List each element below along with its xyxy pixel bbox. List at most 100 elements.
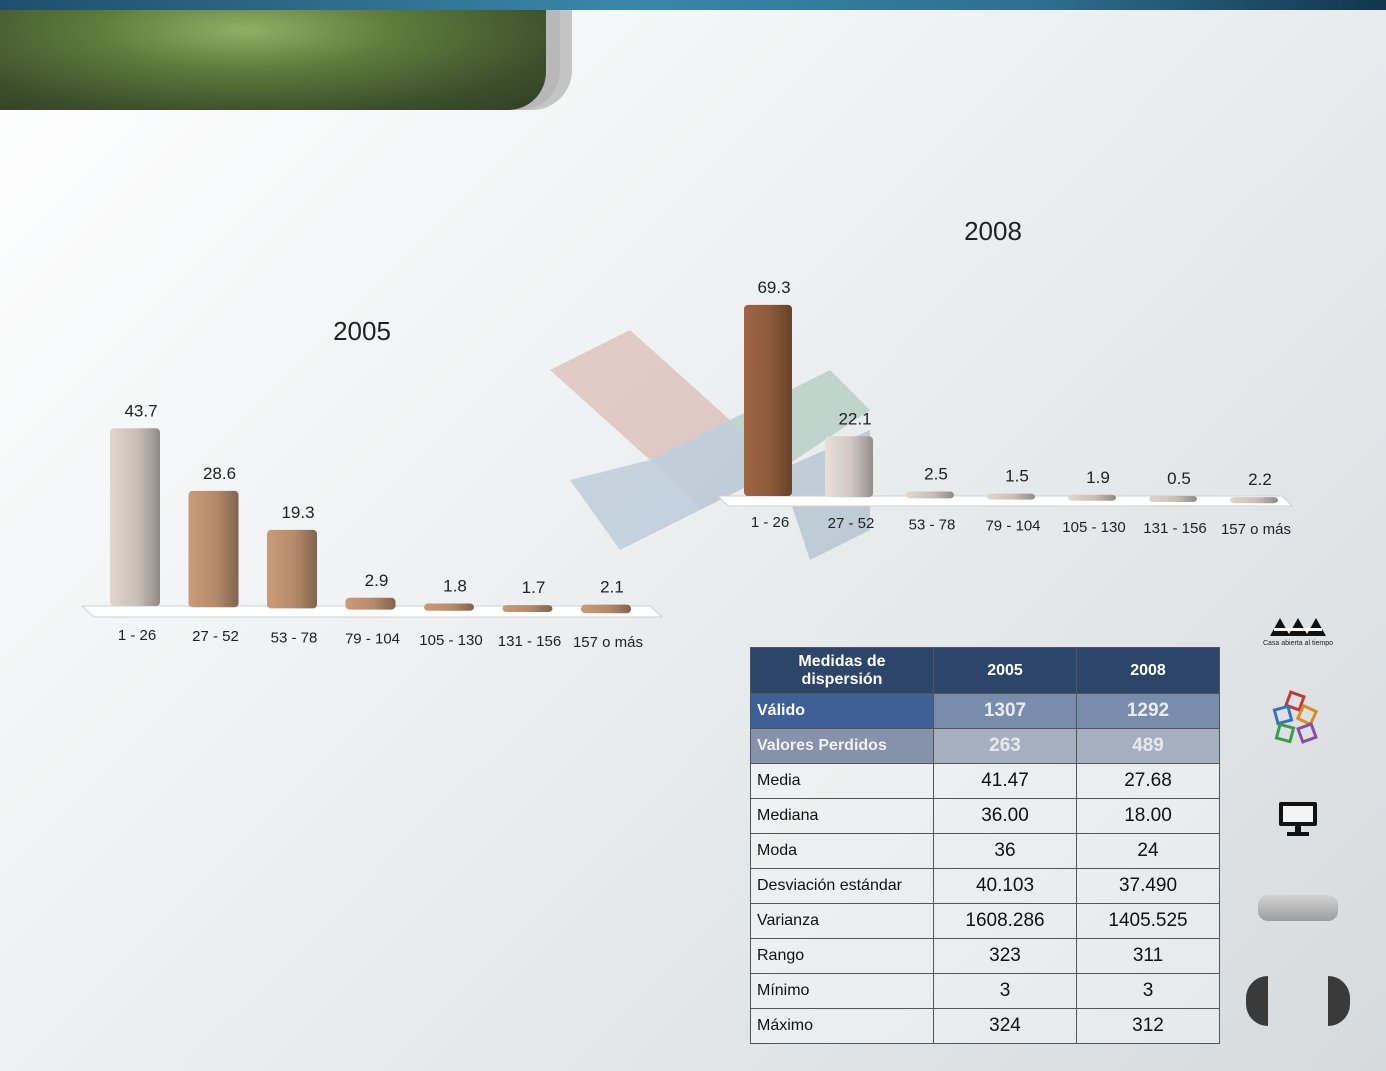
table-cell-2008: 3 <box>1076 973 1220 1009</box>
chart-2005-value-label: 43.7 <box>124 401 157 420</box>
chart-2008-value-label: 22.1 <box>838 409 871 428</box>
table-row-label: Varianza <box>750 903 934 939</box>
table-row: Moda 36 24 <box>750 833 1220 869</box>
chart-2008-bar <box>744 304 792 496</box>
chart-2005-value-label: 28.6 <box>203 464 236 483</box>
chart-2005: 2005 43.7 28.6 19.3 2.9 1.8 1.7 2.1 1 - 26 27 -… <box>80 316 664 651</box>
chart-2008-bar <box>1149 496 1197 502</box>
table-header-row: Medidas de dispersión 2005 2008 <box>750 647 1220 694</box>
chart-2008-bar <box>1230 497 1278 504</box>
chart-2008-value-label: 1.5 <box>1005 467 1029 486</box>
table-cell-2005: 3 <box>933 973 1077 1009</box>
chart-2005-value-label: 1.7 <box>522 578 546 597</box>
chart-2005-bar <box>581 604 631 614</box>
chart-2008-category-label: 27 - 52 <box>828 515 875 532</box>
menu-button[interactable] <box>1258 895 1338 921</box>
table-row: Mediana 36.00 18.00 <box>750 798 1220 834</box>
uam-logo-text: Casa abierta al tiempo <box>1262 640 1334 647</box>
chart-2008-category-label: 53 - 78 <box>909 516 956 533</box>
table-cell-2005: 263 <box>933 728 1077 764</box>
chart-2005-category-label: 131 - 156 <box>498 633 561 650</box>
table-cell-2008: 489 <box>1076 728 1220 764</box>
chart-2005-category-label: 1 - 26 <box>118 627 156 644</box>
chart-2005-title: 2005 <box>333 316 391 346</box>
chart-2005-value-label: 2.1 <box>600 578 624 597</box>
table-row: Valores Perdidos 263 489 <box>750 728 1220 764</box>
next-slide-button[interactable] <box>1328 976 1350 1026</box>
chart-2005-bar <box>267 529 317 609</box>
table-row-label: Valores Perdidos <box>750 728 934 764</box>
table-cell-2008: 24 <box>1076 833 1220 869</box>
table-cell-2008: 18.00 <box>1076 798 1220 834</box>
uam-logo-icon <box>1270 618 1326 636</box>
table-cell-2008: 1405.525 <box>1076 903 1220 939</box>
chart-2008-value-label: 2.5 <box>924 465 948 484</box>
table-row-label: Mediana <box>750 798 934 834</box>
chart-2008-category-label: 1 - 26 <box>751 514 789 531</box>
chart-2005-category-label: 157 o más <box>573 634 643 651</box>
table-cell-2005: 41.47 <box>933 763 1077 799</box>
chart-2008-category-label: 131 - 156 <box>1143 520 1206 537</box>
dispersion-table: Medidas de dispersión 2005 2008 Válido 13… <box>750 647 1220 1044</box>
watermark-logo <box>550 330 870 560</box>
table-row: Desviación estándar 40.103 37.490 <box>750 868 1220 904</box>
table-header-measure: Medidas de dispersión <box>750 647 934 694</box>
chart-2008-bar <box>1068 494 1116 501</box>
chart-2005-bar <box>110 428 160 606</box>
blocks-icon[interactable] <box>1270 690 1326 748</box>
table-cell-2005: 323 <box>933 938 1077 974</box>
table-cell-2005: 1608.286 <box>933 903 1077 939</box>
chart-2005-bar <box>345 597 396 610</box>
chart-2008-category-label: 157 o más <box>1221 521 1291 538</box>
chart-2008-value-label: 69.3 <box>757 278 790 297</box>
chart-2008: 2008 69.3 22.1 2.5 1.5 1.9 0.5 2.2 1 - 26 27 - … <box>716 216 1294 538</box>
chart-2008-value-label: 1.9 <box>1086 468 1110 487</box>
chart-2005-value-label: 19.3 <box>281 503 314 522</box>
chart-2005-category-label: 53 - 78 <box>271 629 318 646</box>
table-cell-2005: 1307 <box>933 693 1077 729</box>
chart-2005-category-label: 105 - 130 <box>419 632 482 649</box>
table-cell-2008: 1292 <box>1076 693 1220 729</box>
table-row: Válido 1307 1292 <box>750 693 1220 729</box>
table-cell-2005: 324 <box>933 1008 1077 1044</box>
table-row-label: Mínimo <box>750 973 934 1009</box>
monitor-icon[interactable] <box>1277 800 1319 838</box>
chart-2008-value-label: 2.2 <box>1248 470 1272 489</box>
table-header-2008: 2008 <box>1076 647 1220 694</box>
table-row-label: Media <box>750 763 934 799</box>
table-row-label: Desviación estándar <box>750 868 934 904</box>
chart-2005-bar <box>502 605 553 612</box>
chart-2005-bar <box>188 490 239 608</box>
table-row: Media 41.47 27.68 <box>750 763 1220 799</box>
table-row: Máximo 324 312 <box>750 1008 1220 1044</box>
chart-2005-value-label: 2.9 <box>365 571 389 590</box>
chart-2008-bar <box>906 491 954 499</box>
chart-2008-bar <box>987 493 1035 500</box>
chart-2005-bar <box>424 603 474 611</box>
previous-slide-button[interactable] <box>1246 976 1268 1026</box>
table-row-label: Moda <box>750 833 934 869</box>
chart-2005-value-label: 1.8 <box>443 576 467 595</box>
table-row: Varianza 1608.286 1405.525 <box>750 903 1220 939</box>
chart-2005-category-label: 79 - 104 <box>345 631 400 648</box>
chart-2008-value-label: 0.5 <box>1167 469 1191 488</box>
chart-2008-category-label: 105 - 130 <box>1062 519 1125 536</box>
table-cell-2008: 37.490 <box>1076 868 1220 904</box>
table-row-label: Máximo <box>750 1008 934 1044</box>
table-row-label: Rango <box>750 938 934 974</box>
chart-2008-bar <box>825 436 873 498</box>
table-cell-2008: 311 <box>1076 938 1220 974</box>
chart-2005-category-label: 27 - 52 <box>192 628 239 645</box>
table-cell-2008: 312 <box>1076 1008 1220 1044</box>
table-cell-2008: 27.68 <box>1076 763 1220 799</box>
table-row: Rango 323 311 <box>750 938 1220 974</box>
table-row-label: Válido <box>750 693 934 729</box>
table-row: Mínimo 3 3 <box>750 973 1220 1009</box>
top-bar <box>0 0 1386 10</box>
chart-2008-title: 2008 <box>964 216 1022 246</box>
chart-2008-category-label: 79 - 104 <box>985 518 1040 535</box>
table-cell-2005: 36.00 <box>933 798 1077 834</box>
table-cell-2005: 36 <box>933 833 1077 869</box>
header-tab <box>0 10 546 110</box>
